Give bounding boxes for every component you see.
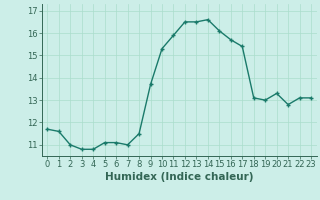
X-axis label: Humidex (Indice chaleur): Humidex (Indice chaleur) — [105, 172, 253, 182]
